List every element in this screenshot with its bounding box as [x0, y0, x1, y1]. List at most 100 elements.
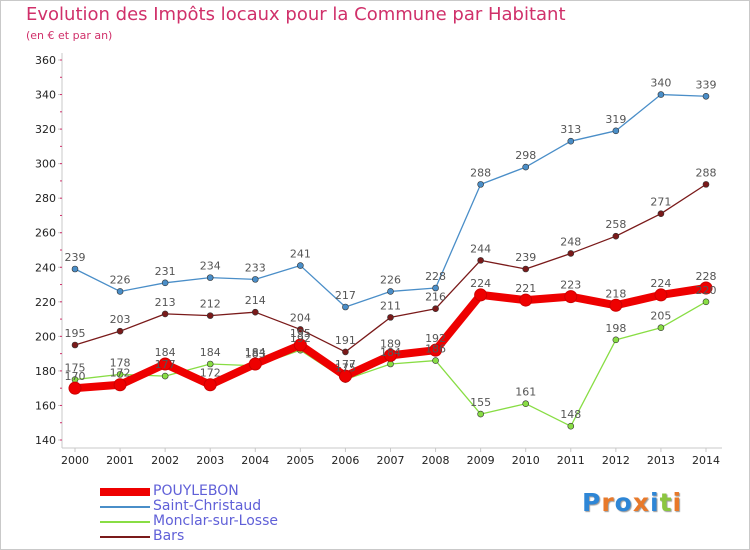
data-point-pouylebon: [609, 298, 623, 312]
proxiti-logo[interactable]: Proxiti: [582, 488, 683, 517]
data-point-bars: [702, 181, 710, 188]
y-tick-label: 340: [35, 89, 56, 102]
data-point-monclar-sur-losse: [477, 410, 484, 418]
legend-label-monclar-sur-losse: Monclar-sur-Losse: [153, 513, 278, 529]
data-label-saint-christaud: 226: [110, 273, 131, 286]
chart-subtitle: (en € et par an): [26, 29, 113, 42]
data-label-pouylebon: 170: [65, 370, 86, 383]
data-label-bars: 258: [605, 218, 626, 231]
data-point-saint-christaud: [477, 181, 484, 188]
legend-swatch-monclar-sur-losse: [100, 521, 150, 523]
data-label-pouylebon: 218: [605, 287, 626, 300]
data-point-bars: [387, 314, 394, 321]
data-point-saint-christaud: [387, 288, 394, 295]
data-label-bars: 239: [515, 251, 536, 264]
data-point-saint-christaud: [297, 262, 304, 269]
data-label-monclar-sur-losse: 155: [470, 396, 491, 409]
data-point-monclar-sur-losse: [702, 298, 710, 306]
data-label-monclar-sur-losse: 186: [425, 343, 446, 356]
data-label-pouylebon: 172: [200, 367, 221, 380]
x-tick-label: 2009: [467, 454, 495, 467]
data-label-pouylebon: 189: [380, 337, 401, 350]
data-label-pouylebon: 221: [515, 282, 536, 295]
data-point-monclar-sur-losse: [522, 400, 530, 408]
data-point-saint-christaud: [251, 276, 259, 283]
legend-item-bars[interactable]: Bars: [100, 529, 360, 544]
data-point-saint-christaud: [116, 288, 124, 295]
legend-item-saint-christaud[interactable]: Saint-Christaud: [100, 499, 360, 514]
data-point-monclar-sur-losse: [432, 357, 439, 364]
data-label-pouylebon: 184: [155, 346, 176, 359]
data-point-monclar-sur-losse: [116, 371, 124, 378]
data-point-pouylebon: [474, 288, 488, 302]
data-point-pouylebon: [158, 357, 172, 371]
data-point-saint-christaud: [612, 127, 620, 135]
series-saint-christaud: [71, 91, 710, 311]
data-label-monclar-sur-losse: 148: [560, 408, 581, 421]
data-label-pouylebon: 192: [425, 332, 446, 345]
series-pouylebon: [68, 281, 713, 395]
y-tick-label: 300: [35, 158, 56, 171]
legend-item-pouylebon[interactable]: POUYLEBON: [100, 484, 360, 499]
legend-item-monclar-sur-losse[interactable]: Monclar-sur-Losse: [100, 514, 360, 529]
data-point-pouylebon: [384, 348, 397, 362]
data-label-saint-christaud: 313: [560, 123, 581, 136]
data-point-bars: [251, 308, 259, 316]
data-label-bars: 195: [65, 327, 86, 340]
data-point-saint-christaud: [206, 274, 214, 281]
data-label-pouylebon: 223: [560, 279, 581, 292]
data-point-saint-christaud: [432, 284, 439, 292]
data-point-pouylebon: [338, 369, 352, 383]
data-label-bars: 213: [155, 296, 176, 309]
data-point-pouylebon: [564, 290, 578, 304]
x-tick-label: 2010: [512, 454, 540, 467]
data-label-bars: 214: [245, 294, 266, 307]
data-point-pouylebon: [429, 343, 443, 357]
data-point-monclar-sur-losse: [206, 360, 214, 368]
data-point-pouylebon: [113, 378, 127, 392]
legend: POUYLEBON Saint-Christaud Monclar-sur-Lo…: [100, 484, 360, 544]
x-tick-label: 2013: [647, 454, 675, 467]
data-label-saint-christaud: 226: [380, 273, 401, 286]
data-label-monclar-sur-losse: 184: [380, 346, 401, 359]
data-point-bars: [432, 305, 439, 313]
data-label-monclar-sur-losse: 184: [200, 346, 221, 359]
data-point-pouylebon: [248, 357, 262, 371]
chart-title: Evolution des Impôts locaux pour la Comm…: [26, 4, 566, 25]
data-point-pouylebon: [654, 288, 668, 302]
data-point-monclar-sur-losse: [657, 324, 665, 332]
y-tick-label: 240: [35, 261, 56, 274]
data-label-monclar-sur-losse: 198: [605, 322, 626, 335]
data-point-monclar-sur-losse: [567, 422, 575, 430]
data-label-monclar-sur-losse: 183: [245, 348, 266, 361]
series-bars: [71, 181, 710, 356]
legend-swatch-bars: [100, 536, 150, 538]
legend-label-pouylebon: POUYLEBON: [153, 483, 239, 499]
data-label-saint-christaud: 231: [155, 265, 176, 278]
data-label-bars: 288: [696, 166, 717, 179]
data-point-monclar-sur-losse: [612, 336, 620, 344]
x-tick-label: 2014: [692, 454, 720, 467]
data-label-monclar-sur-losse: 175: [65, 362, 86, 375]
x-tick-label: 2003: [196, 454, 224, 467]
data-label-monclar-sur-losse: 220: [696, 284, 717, 297]
data-label-monclar-sur-losse: 205: [650, 310, 671, 323]
y-tick-label: 220: [35, 296, 56, 309]
y-tick-label: 160: [35, 399, 56, 412]
data-point-pouylebon: [519, 293, 533, 307]
y-tick-label: 260: [35, 227, 56, 240]
data-point-saint-christaud: [161, 279, 169, 287]
data-point-bars: [161, 310, 169, 318]
data-point-bars: [116, 327, 124, 335]
x-tick-label: 2006: [331, 454, 359, 467]
y-tick-label: 200: [35, 330, 56, 343]
data-label-pouylebon: 184: [245, 346, 266, 359]
data-label-bars: 211: [380, 299, 401, 312]
data-point-bars: [71, 341, 79, 349]
data-label-bars: 248: [560, 235, 581, 248]
data-point-pouylebon: [203, 378, 217, 392]
data-point-saint-christaud: [657, 91, 665, 98]
data-label-monclar-sur-losse: 177: [155, 358, 176, 371]
data-label-bars: 204: [290, 311, 311, 324]
data-label-bars: 191: [335, 334, 356, 347]
